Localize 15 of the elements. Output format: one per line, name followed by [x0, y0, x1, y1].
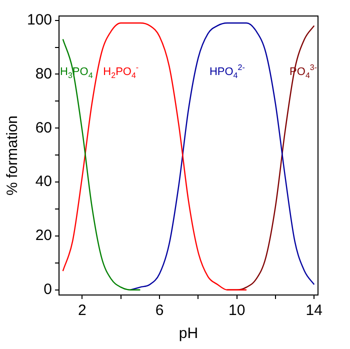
x-tick-label: 14 — [306, 302, 322, 320]
x-axis-title: pH — [178, 325, 198, 342]
line-series — [62, 38, 141, 290]
y-axis-title: % formation — [4, 115, 22, 196]
y-tick-label: 0 — [44, 281, 52, 298]
line-series — [62, 22, 248, 290]
x-tick-label: 2 — [78, 302, 86, 320]
y-tick-label: 40 — [35, 173, 52, 190]
y-tick-label: 60 — [35, 119, 52, 136]
x-tick-label: 6 — [155, 302, 164, 320]
y-tick-label: 80 — [35, 65, 52, 82]
y-tick-label: 20 — [35, 227, 52, 244]
y-tick-label: 100 — [26, 11, 52, 28]
x-tick-label: 10 — [228, 302, 246, 320]
line-series — [130, 22, 315, 290]
